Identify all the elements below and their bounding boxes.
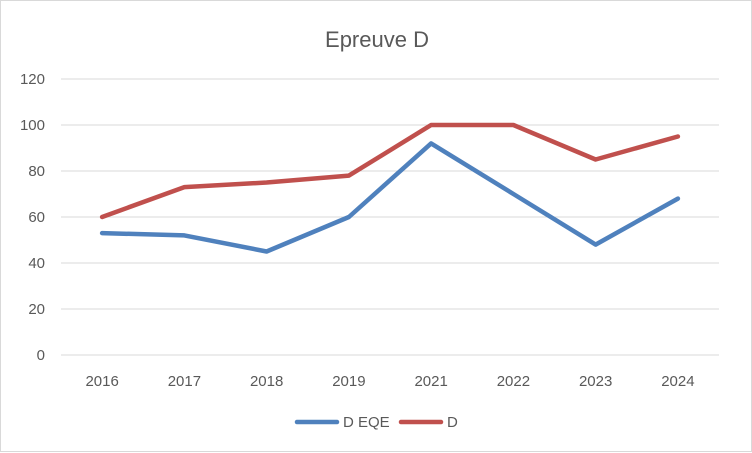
x-tick-label: 2023 <box>579 373 612 390</box>
x-tick-label: 2024 <box>661 373 694 390</box>
y-tick-label: 40 <box>28 255 45 272</box>
x-tick-label: 2022 <box>497 373 530 390</box>
y-tick-label: 60 <box>28 209 45 226</box>
legend-label: D EQE <box>343 414 390 431</box>
y-tick-label: 0 <box>37 347 45 364</box>
x-tick-label: 2019 <box>332 373 365 390</box>
x-tick-label: 2016 <box>85 373 118 390</box>
y-tick-label: 100 <box>20 117 45 134</box>
legend-label: D <box>447 414 458 431</box>
y-tick-label: 120 <box>20 71 45 88</box>
legend: D EQE D <box>297 414 458 431</box>
x-tick-label: 2017 <box>168 373 201 390</box>
y-tick-label: 20 <box>28 301 45 318</box>
x-tick-label: 2021 <box>414 373 447 390</box>
x-axis-ticks: 2016 2017 2018 2019 2021 2022 2023 2024 <box>85 373 694 390</box>
series-lines <box>102 125 678 252</box>
y-axis-ticks: 0 20 40 60 80 100 120 <box>20 71 45 364</box>
chart-title: Epreuve D <box>325 27 429 52</box>
y-tick-label: 80 <box>28 163 45 180</box>
x-tick-label: 2018 <box>250 373 283 390</box>
gridlines <box>61 79 719 355</box>
